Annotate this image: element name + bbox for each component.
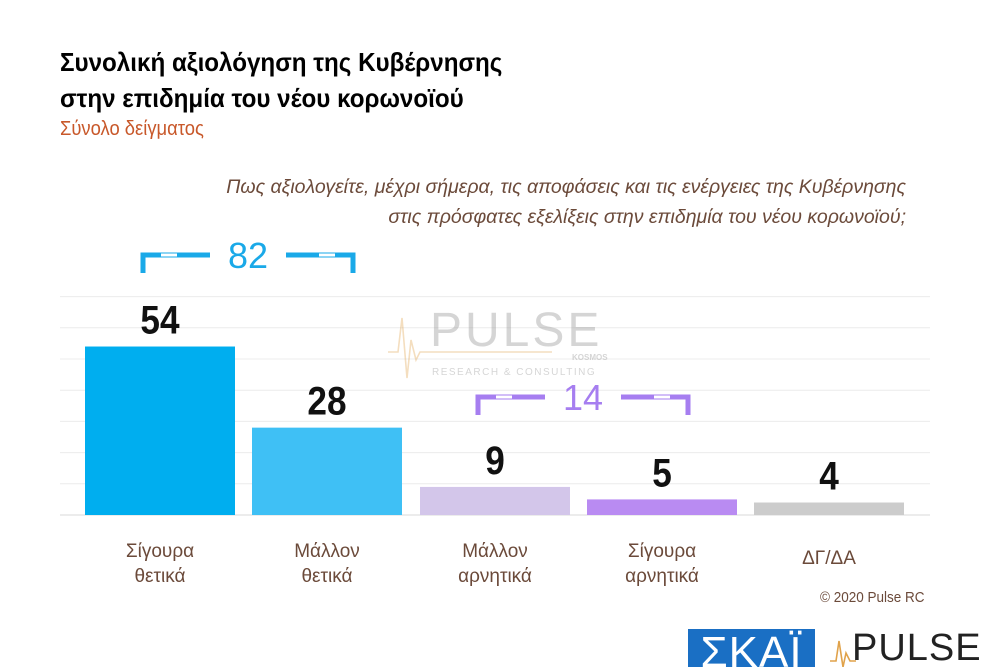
bar bbox=[85, 346, 235, 515]
category-label: θετικά bbox=[134, 566, 185, 587]
survey-question-line1: Πως αξιολογείτε, μέχρι σήμερα, τις αποφά… bbox=[226, 176, 906, 198]
pulse-logo-text: PULSE bbox=[852, 627, 982, 669]
bar bbox=[252, 427, 402, 515]
category-label: αρνητικά bbox=[458, 566, 532, 587]
chart-title-line1: Συνολική αξιολόγηση της Κυβέρνησης bbox=[60, 47, 503, 77]
chart-title-line2: στην επιδημία του νέου κορωνοϊού bbox=[60, 83, 464, 113]
category-label: Σίγουρα bbox=[126, 541, 194, 562]
pulse-logo-wave-icon bbox=[830, 640, 856, 667]
category-label: θετικά bbox=[301, 566, 352, 587]
bar-value-label: 54 bbox=[140, 297, 179, 342]
bracket-left bbox=[140, 252, 210, 273]
category-label: αρνητικά bbox=[625, 566, 699, 587]
chart-subtitle: Σύνολο δείγματος bbox=[60, 118, 204, 140]
bar-value-label: 4 bbox=[819, 453, 839, 498]
watermark-tagline: RESEARCH & CONSULTING bbox=[432, 367, 596, 378]
bar bbox=[587, 499, 737, 515]
bracket-left bbox=[475, 394, 545, 415]
skai-logo-text: ΣΚΑΪ bbox=[700, 629, 803, 668]
survey-question: Πως αξιολογείτε, μέχρι σήμερα, τις αποφά… bbox=[226, 172, 906, 232]
bar-value-label: 5 bbox=[652, 450, 672, 495]
watermark-brand: PULSE bbox=[430, 304, 602, 357]
bar-value-label: 9 bbox=[485, 438, 505, 483]
category-label: Μάλλον bbox=[462, 541, 528, 562]
pulse-logo: PULSE bbox=[828, 629, 981, 667]
category-label: Μάλλον bbox=[294, 541, 360, 562]
sum-brackets: 82 14 bbox=[140, 235, 691, 418]
bracket-right bbox=[286, 252, 356, 273]
bracket-right bbox=[621, 394, 691, 415]
category-labels: Σίγουρα θετικά Μάλλον θετικά Μάλλον αρνητικά Σ… bbox=[126, 541, 856, 587]
bar bbox=[754, 502, 904, 515]
bracket-sum-label: 14 bbox=[563, 377, 603, 418]
watermark-partner: KOSMOS bbox=[572, 353, 608, 362]
category-label: Σίγουρα bbox=[628, 541, 696, 562]
pulse-watermark: PULSE KOSMOS RESEARCH & CONSULTING bbox=[388, 304, 608, 379]
survey-question-line2: στις πρόσφατες εξελίξεις στην επιδημία τ… bbox=[388, 206, 906, 228]
bar-value-label: 28 bbox=[307, 379, 346, 424]
chart-title: Συνολική αξιολόγηση της Κυβέρνησης στην … bbox=[60, 44, 581, 116]
bracket-sum-label: 82 bbox=[228, 235, 268, 276]
bar bbox=[420, 486, 570, 515]
copyright-note: © 2020 Pulse RC bbox=[820, 589, 925, 606]
category-label: ΔΓ/ΔΑ bbox=[802, 548, 856, 569]
skai-logo: ΣΚΑΪ bbox=[688, 629, 815, 667]
pulse-watermark-wave-icon bbox=[388, 317, 552, 379]
